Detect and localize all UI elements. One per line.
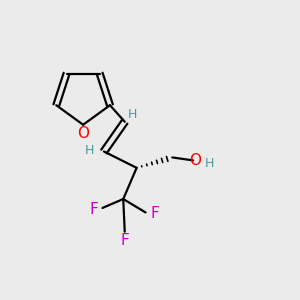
Text: O: O [190, 153, 202, 168]
Text: H: H [128, 108, 137, 121]
Text: F: F [120, 233, 129, 248]
Text: F: F [89, 202, 98, 217]
Text: H: H [84, 143, 94, 157]
Text: H: H [205, 157, 214, 170]
Text: O: O [77, 126, 89, 141]
Text: F: F [150, 206, 159, 221]
